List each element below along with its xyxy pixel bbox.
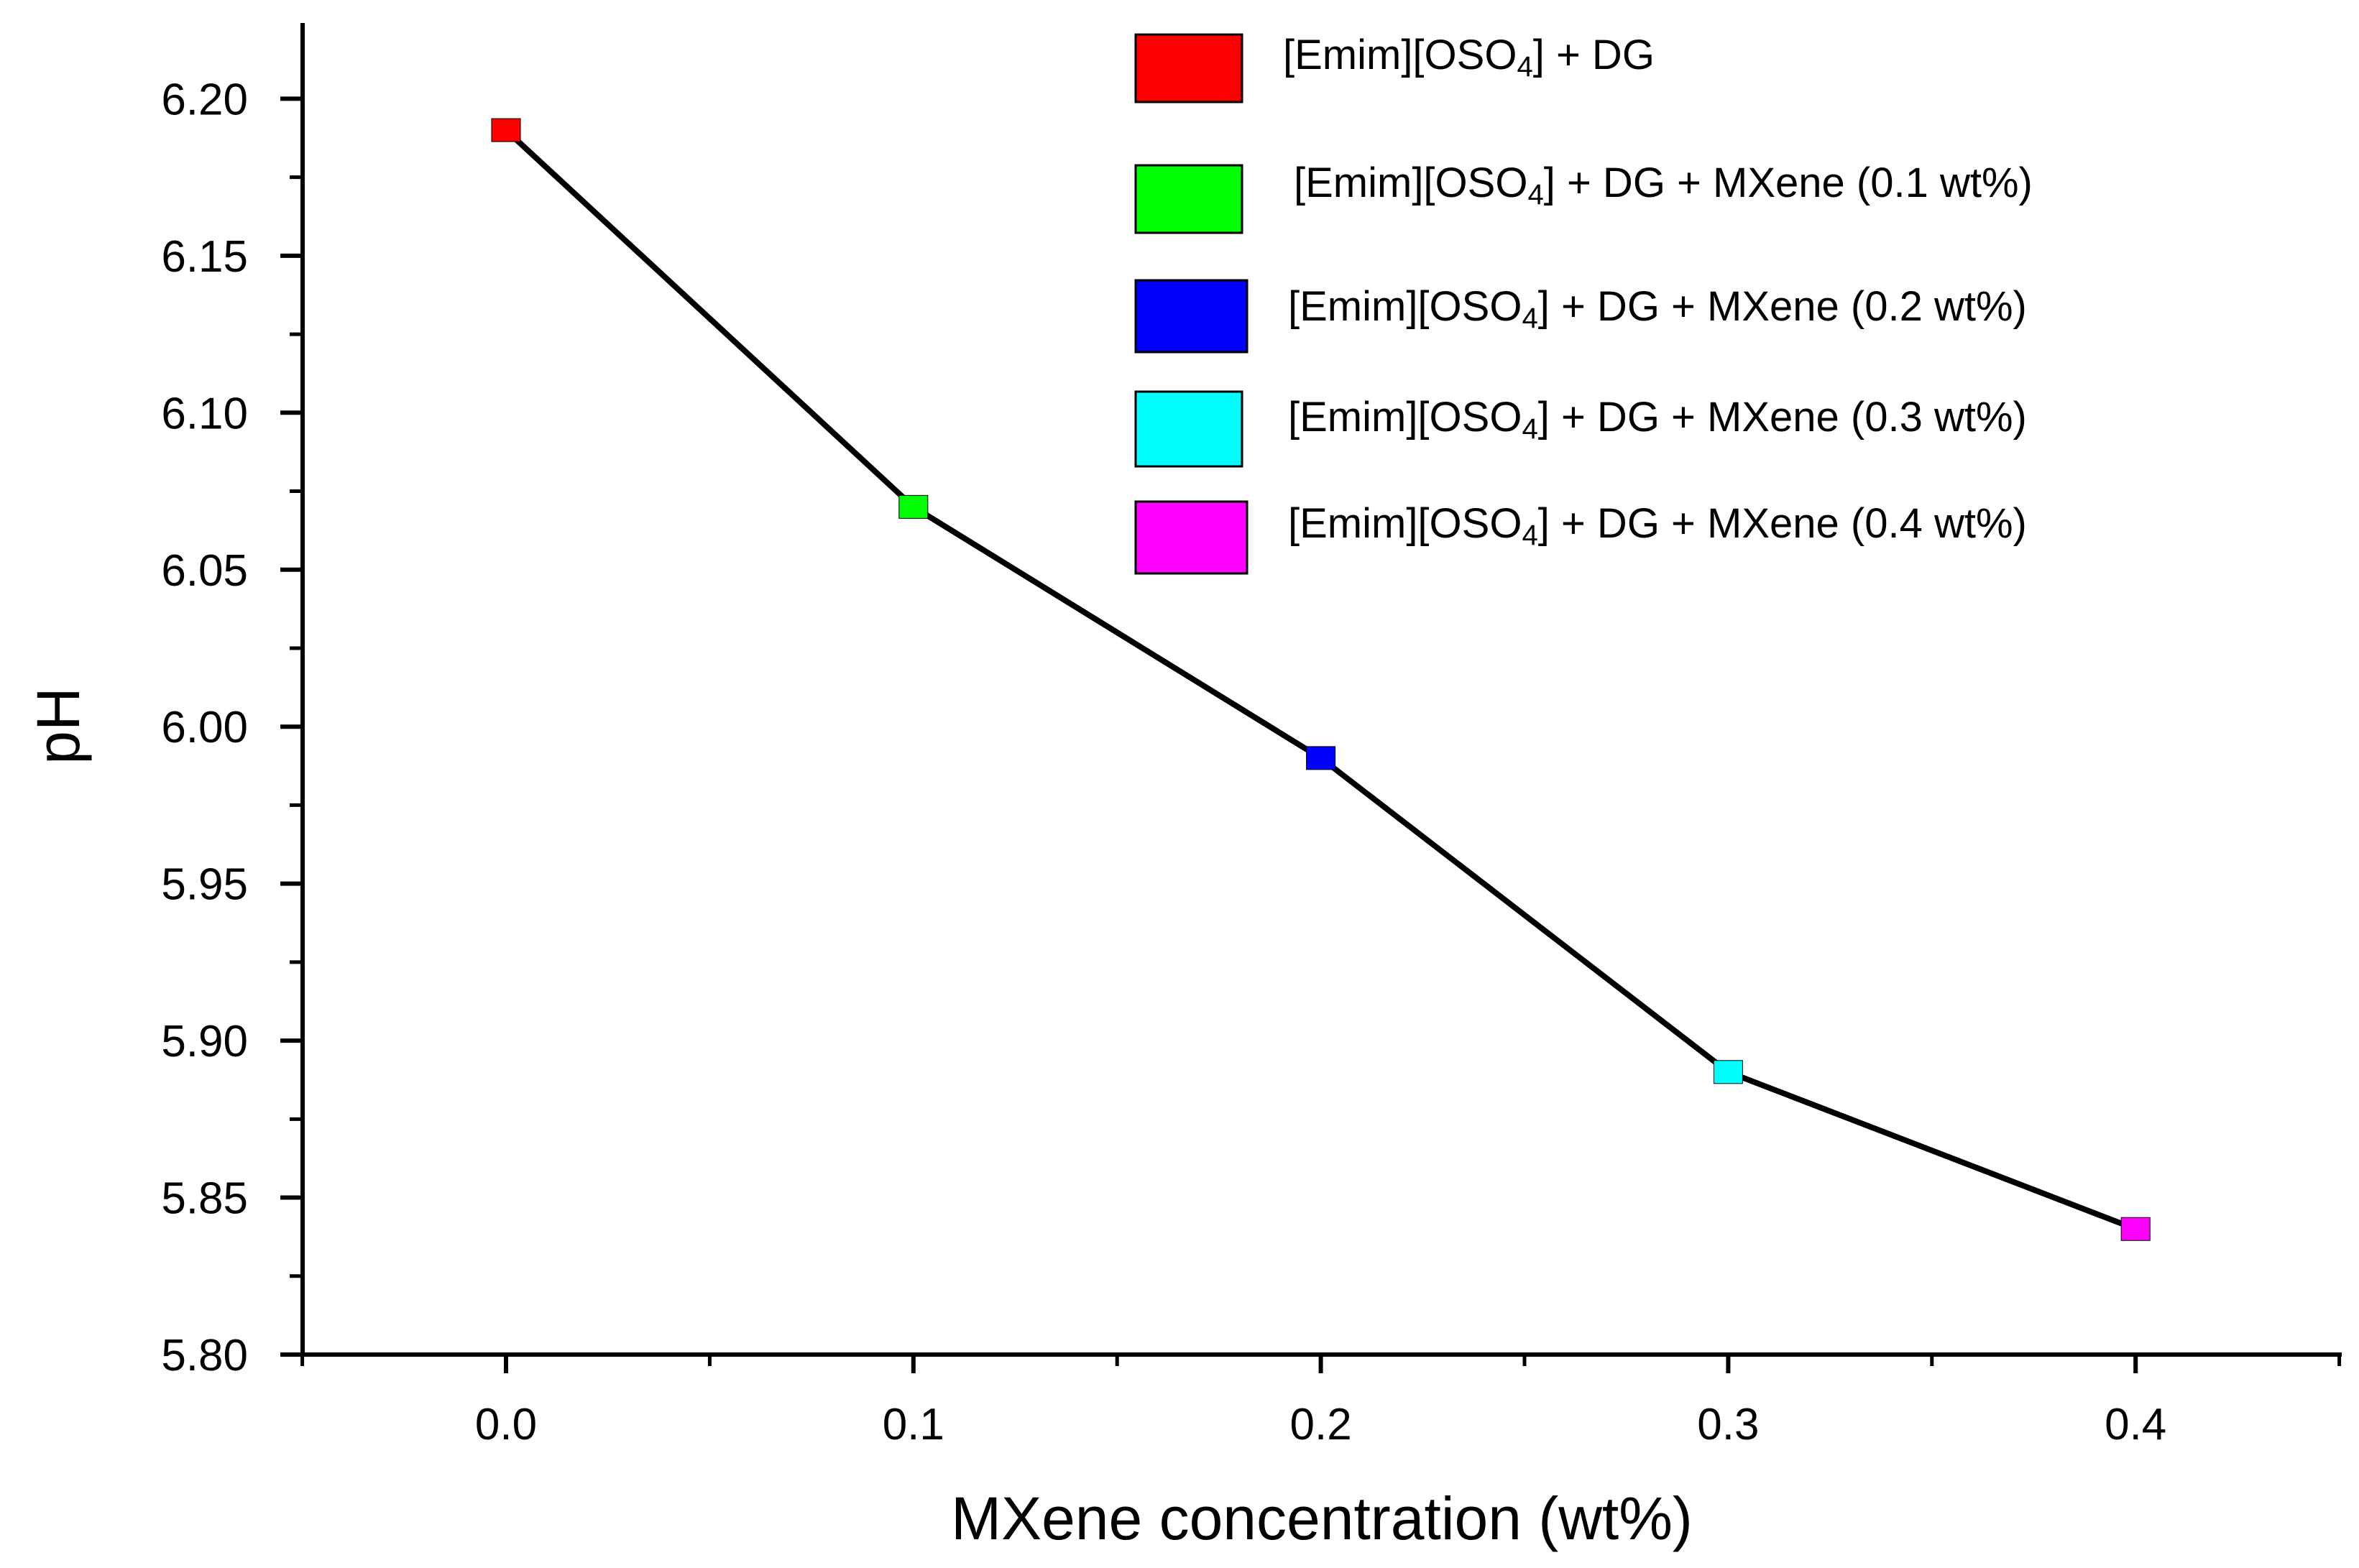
axes: 5.80 5.85 5.90 5.95 6.00 6.05 6.10 6.15 6.20 0.0… [161,23,2342,1449]
legend-swatch [1134,279,1249,354]
y-tick-label: 6.05 [161,546,248,596]
x-tick-label: 0.3 [1697,1400,1759,1449]
legend-swatch [1134,33,1243,103]
x-ticks: 0.0 0.1 0.2 0.3 0.4 [300,1355,2342,1449]
legend-swatch [1134,164,1243,234]
y-tick-label: 5.85 [161,1174,248,1224]
data-point [491,118,521,142]
x-tick-label: 0.2 [1289,1400,1351,1449]
y-tick-label: 5.90 [161,1017,248,1066]
x-tick-label: 0.4 [2105,1400,2166,1449]
y-ticks: 5.80 5.85 5.90 5.95 6.00 6.05 6.10 6.15 6.20 [161,75,303,1380]
legend-label: [Emim][OSO4] + DG + MXene (0.4 wt%) [1288,500,2027,551]
legend-label: [Emim][OSO4] + DG + MXene (0.1 wt%) [1294,160,2033,211]
legend-label: [Emim][OSO4] + DG + MXene (0.3 wt%) [1288,394,2027,445]
legend-label: [Emim][OSO4] + DG + MXene (0.2 wt%) [1288,283,2027,334]
legend: [Emim][OSO4] + DG [Emim][OSO4] + DG + MXe… [1134,32,2033,575]
data-point [1713,1060,1743,1084]
data-markers [491,118,2151,1241]
x-axis-title: MXene concentration (wt%) [951,1485,1693,1552]
legend-label: [Emim][OSO4] + DG [1283,32,1655,83]
data-point [1306,746,1336,770]
y-tick-label: 5.95 [161,860,248,910]
legend-swatch [1134,390,1243,468]
y-tick-label: 6.00 [161,703,248,752]
y-tick-label: 5.80 [161,1331,248,1380]
x-tick-label: 0.0 [475,1400,537,1449]
y-tick-label: 6.10 [161,389,248,438]
y-tick-label: 6.20 [161,75,248,124]
y-axis-title: pH [24,687,92,764]
y-tick-label: 6.15 [161,232,248,282]
x-tick-label: 0.1 [883,1400,944,1449]
legend-swatch [1134,500,1249,575]
plot-area [491,118,2151,1241]
data-point [898,494,929,519]
data-point [2120,1217,2151,1241]
